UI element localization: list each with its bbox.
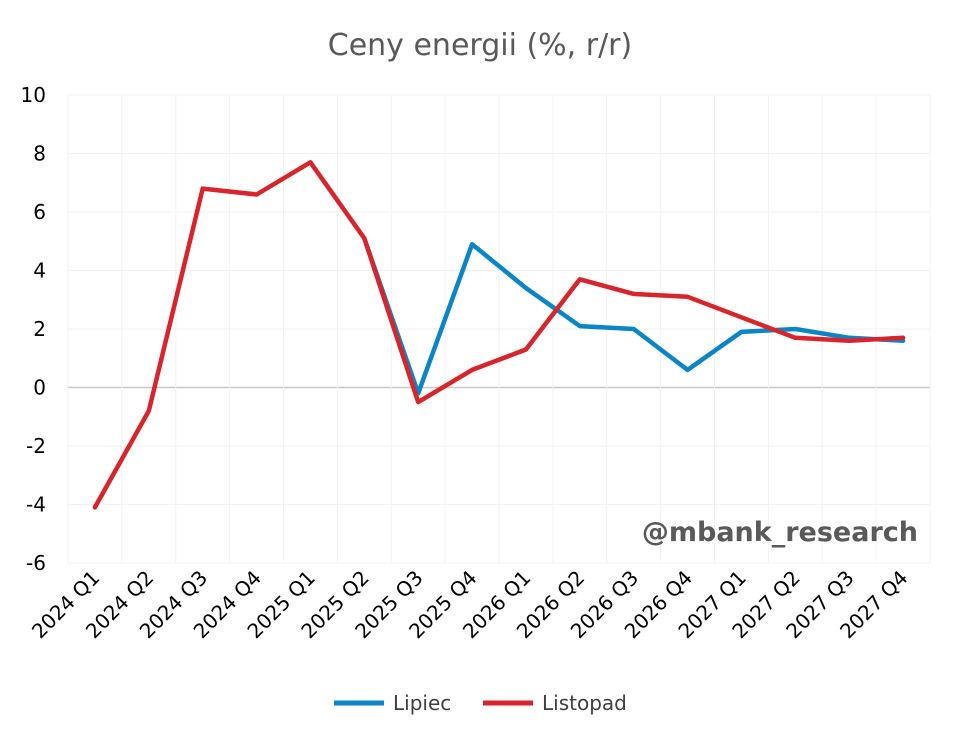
y-tick-label: -4 [26, 493, 46, 517]
y-tick-label: 4 [33, 259, 46, 283]
legend: Lipiec Listopad [334, 691, 627, 715]
y-tick-label: 6 [33, 200, 46, 224]
y-tick-label: 8 [33, 142, 46, 166]
gridlines [67, 94, 931, 564]
chart-title: Ceny energii (%, r/r) [328, 28, 632, 63]
series-line-lipiec [362, 236, 906, 396]
y-tick-label: -6 [26, 551, 46, 575]
series-line-listopad [92, 160, 906, 510]
y-tick-label: -2 [26, 434, 46, 458]
legend-label: Lipiec [393, 691, 451, 715]
y-axis-ticks: 10 8 6 4 2 0 -2 -4 -6 [21, 83, 46, 575]
watermark-text: @mbank_research [642, 517, 918, 548]
y-tick-label: 2 [33, 317, 46, 341]
legend-label: Listopad [542, 691, 627, 715]
y-tick-label: 0 [33, 376, 46, 400]
series-lines [92, 160, 906, 510]
y-tick-label: 10 [21, 83, 46, 107]
